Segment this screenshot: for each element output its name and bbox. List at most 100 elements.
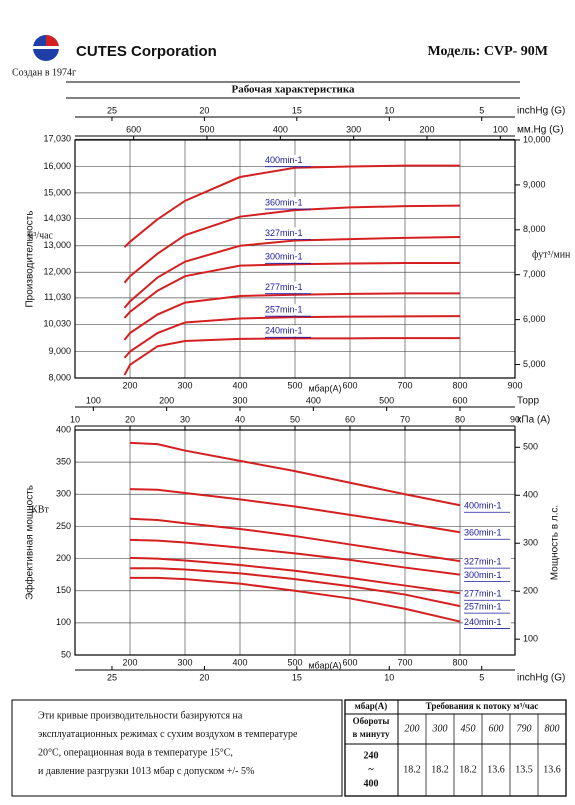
series-label: 277min-1 [464,589,502,599]
tick-label: 40 [235,414,245,424]
x-tick-label: 800 [452,657,467,667]
x-tick-label: 600 [342,380,357,390]
x-tick-label: 300 [177,380,192,390]
table-cell: 13.6 [543,764,561,775]
tick-label: 70 [400,414,410,424]
series-line [123,236,461,309]
label-bg [463,556,511,568]
series-line [123,164,460,248]
y-unit: м³/час [27,230,54,241]
x-tick-label: 400 [232,657,247,667]
label-bg [463,527,511,539]
table-column: 600 [489,723,504,734]
label-bg [264,251,312,263]
series-line [123,315,461,359]
y2-tick-label: 400 [523,490,538,500]
series-line [130,576,461,623]
y-tick-label: 50 [61,649,71,659]
tick-label: 5 [479,672,484,682]
y2-tick-label: 5,000 [523,359,546,369]
tick-label: 300 [232,395,247,405]
series-label: 360min-1 [464,528,502,538]
series-label: 300min-1 [464,570,502,580]
y-tick-label: 150 [56,585,71,595]
y2-tick-label: 10,000 [523,134,551,144]
y-tick-label: 100 [56,617,71,627]
note-line: Эти кривые производительности базируются… [38,710,243,721]
y-tick-label: 250 [56,521,71,531]
label-bg [264,227,312,239]
y2-axis-label: фут³/мин [532,249,571,260]
label-bg [463,601,511,613]
y2-tick-label: 7,000 [523,269,546,279]
model: Модель: CVP- 90M [428,44,549,59]
series-line [123,292,460,341]
table-frame [344,699,567,797]
tick-label: 400 [273,124,288,134]
table-cell: 18.2 [403,764,421,775]
company: CUTES Corporation [76,43,217,60]
tick-label: 30 [180,414,190,424]
table: мбар(A) Требования к потоку м³/час Обороты… [344,699,567,797]
table-cell: 13.6 [487,764,505,775]
label-bg [264,197,312,209]
y2-tick-label: 200 [523,586,538,596]
label-bg [463,569,511,581]
x-tick-label: 200 [122,380,137,390]
series-label: 300min-1 [265,252,303,262]
y-tick-label: 11,030 [44,292,71,302]
table-rpm: 240 [364,750,379,761]
series-label: 257min-1 [464,602,502,612]
tick-label: 10 [70,414,80,424]
x-tick-label: 500 [287,380,302,390]
axis-label: мм.Hg (G) [517,125,564,136]
tick-label: 15 [292,672,302,682]
tick-label: 60 [345,414,355,424]
tick-label: 300 [346,124,361,134]
series-line [129,517,461,563]
series-line [129,556,461,595]
y-tick-label: 17,030 [43,134,71,144]
label-bg [264,281,312,293]
tick-label: 5 [479,105,484,115]
y2-tick-label: 300 [523,538,538,548]
note-line: и давление разгрузки 1013 мбар с допуско… [38,766,254,777]
y-axis-label: Производительность [25,210,36,307]
y-tick-label: 14,030 [43,213,71,223]
label-bg [264,154,312,166]
tick-label: 20 [199,672,209,682]
tick-label: 200 [419,124,434,134]
note-line: 20°C, операционная вода в температуре 15… [38,747,233,758]
note-box [11,699,343,797]
tick-label: 100 [86,395,101,405]
y-tick-label: 16,000 [43,161,71,171]
tick-label: 25 [107,672,117,682]
axis-label: кПа (A) [517,415,550,426]
table-cell: 13.5 [515,764,533,775]
label-bg [463,616,511,628]
series-line [123,261,460,319]
tick-label: 10 [384,672,394,682]
y-tick-label: 400 [56,424,71,434]
table-rpm: 400 [364,778,379,789]
note-line: эксплуатационных режимах с сухим воздухо… [38,729,298,740]
y2-tick-label: 9,000 [523,179,546,189]
series-label: 240min-1 [265,326,303,336]
tick-label: 50 [290,414,300,424]
x-tick-label: 500 [287,657,302,667]
label-bg [463,500,511,512]
series-line [130,567,461,608]
tick-label: 15 [292,105,302,115]
x-tick-label: 600 [342,657,357,667]
tick-label: 200 [159,395,174,405]
y-tick-label: 13,000 [43,240,71,250]
axis-label: inchHg (G) [517,106,565,117]
tick-label: 100 [493,124,508,134]
series-line [129,538,461,576]
x-axis-label: мбар(A) [308,660,341,670]
series-line [123,204,461,284]
series-label: 360min-1 [265,197,303,207]
y-tick-label: 9,000 [48,346,71,356]
table-header: Требования к потоку м³/час [426,701,539,711]
series-label: 277min-1 [265,282,303,292]
